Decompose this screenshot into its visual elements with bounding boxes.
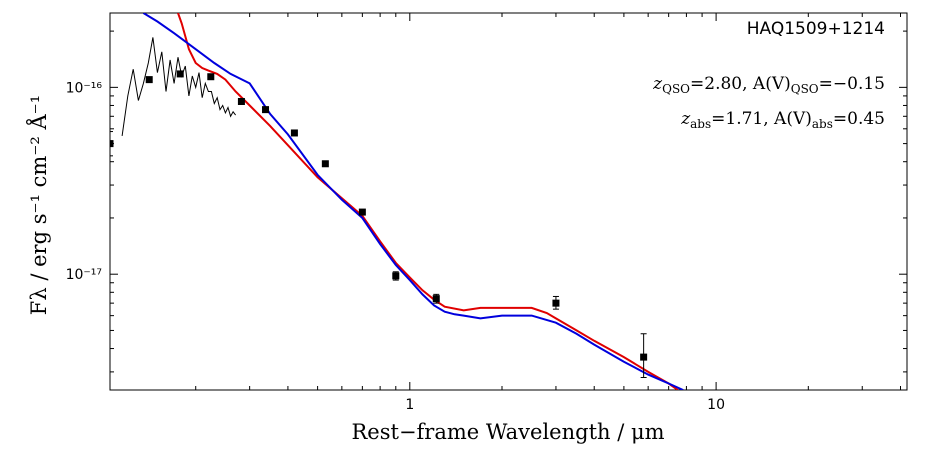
photometry-point <box>176 70 184 78</box>
photometry-points <box>110 70 648 378</box>
x-tick-label: 1 <box>405 397 414 413</box>
x-tick-label: 10 <box>707 397 725 413</box>
point-marker <box>110 140 114 148</box>
x-axis-label: Rest−frame Wavelength / μm <box>351 420 664 444</box>
y-tick-label: 10⁻¹⁷ <box>66 267 102 283</box>
y-tick-label: 10⁻¹⁶ <box>66 80 103 96</box>
annotation-qso: zQSO=2.80, A(V)QSO=−0.15 <box>652 74 885 96</box>
photometry-point <box>207 73 215 81</box>
point-marker <box>358 208 366 216</box>
point-marker <box>290 129 298 137</box>
point-marker <box>207 73 215 81</box>
chart-title: HAQ1509+1214 <box>747 19 885 39</box>
point-marker <box>392 272 400 280</box>
photometry-point <box>262 106 270 114</box>
photometry-point <box>290 129 298 137</box>
plot-frame <box>109 12 908 391</box>
point-marker <box>640 353 648 361</box>
point-marker <box>262 106 270 114</box>
photometry-point <box>145 76 153 84</box>
point-marker <box>237 98 245 106</box>
photometry-point <box>640 333 648 378</box>
photometry-point <box>392 271 400 281</box>
photometry-point <box>432 293 440 304</box>
point-marker <box>176 70 184 78</box>
axis-ticks: 1 10 10⁻¹⁶ 10⁻¹⁷ <box>66 13 907 413</box>
model-red-line <box>177 13 679 390</box>
y-axis-label: Fλ / erg s⁻¹ cm⁻² Å⁻¹ <box>26 95 51 315</box>
photometry-point <box>358 208 366 216</box>
point-marker <box>552 299 560 307</box>
model-blue-line <box>142 13 684 390</box>
point-marker <box>145 76 153 84</box>
photometry-point <box>110 131 114 157</box>
photometry-point <box>552 295 560 310</box>
annotation-abs: zabs=1.71, A(V)abs=0.45 <box>680 109 885 131</box>
point-marker <box>432 295 440 303</box>
point-marker <box>321 160 329 168</box>
spectrum-line <box>121 37 236 136</box>
photometry-point <box>237 98 245 106</box>
photometry-point <box>321 160 329 168</box>
